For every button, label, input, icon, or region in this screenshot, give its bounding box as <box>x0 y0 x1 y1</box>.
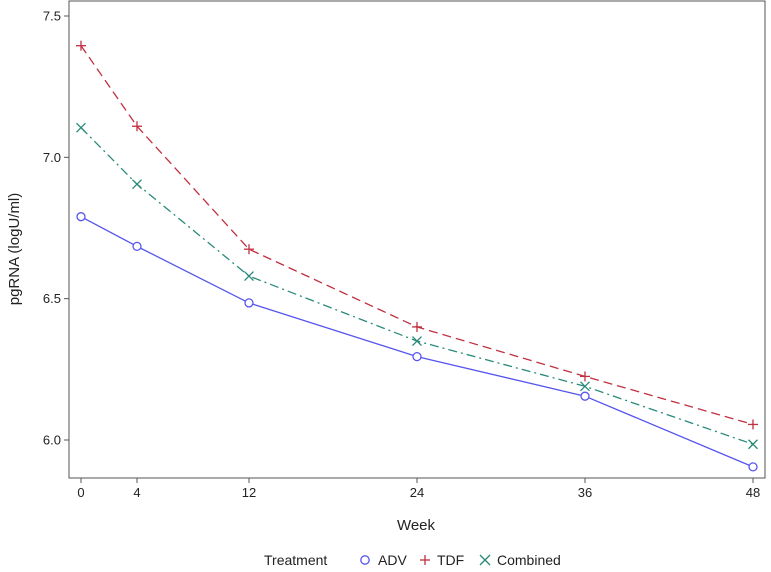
data-point-tdf <box>412 321 422 332</box>
x-axis-title: Week <box>397 517 436 534</box>
data-point-combined <box>748 439 758 450</box>
data-point-combined <box>580 381 590 392</box>
data-point-tdf <box>580 371 590 382</box>
data-point-tdf <box>76 40 86 51</box>
data-point-adv <box>244 298 254 308</box>
series-layer <box>76 40 758 472</box>
series-line-combined <box>80 127 754 445</box>
x-tick-label: 48 <box>746 485 760 500</box>
data-point-combined <box>412 336 422 347</box>
y-tick-label: 6.5 <box>43 291 61 306</box>
data-point-adv <box>748 462 758 472</box>
legend-combined-marker <box>479 554 491 566</box>
plot-area-frame <box>68 0 766 479</box>
legend-item-combined: Combined <box>479 552 561 568</box>
data-point-adv <box>132 241 142 252</box>
legend-combined-label: Combined <box>497 552 561 568</box>
legend-adv-marker <box>360 555 370 565</box>
series-line-tdf <box>80 45 754 426</box>
legend-adv-label: ADV <box>378 552 407 568</box>
x-tick-label: 4 <box>133 485 140 500</box>
data-point-combined <box>132 179 142 190</box>
y-tick-label: 7.5 <box>43 9 61 24</box>
x-tick-label: 12 <box>242 485 256 500</box>
data-point-adv <box>580 391 590 401</box>
data-point-adv <box>76 212 86 222</box>
y-axis: 6.0 6.5 7.0 7.5 <box>43 9 69 448</box>
y-tick-label: 7.0 <box>43 150 61 165</box>
y-axis-title: pgRNA (logU/ml) <box>6 193 23 306</box>
data-point-adv <box>412 351 422 362</box>
legend-tdf-label: TDF <box>437 552 464 568</box>
data-point-tdf <box>748 419 758 430</box>
legend-title: Treatment <box>264 552 327 568</box>
legend: Treatment ADV TDF Combined <box>264 552 561 568</box>
legend-item-tdf: TDF <box>420 552 464 568</box>
x-tick-label: 24 <box>410 485 424 500</box>
x-tick-label: 36 <box>578 485 592 500</box>
legend-tdf-marker <box>420 555 430 565</box>
legend-item-adv: ADV <box>360 552 407 568</box>
data-point-combined <box>244 271 254 282</box>
data-point-tdf <box>132 121 142 132</box>
y-tick-label: 6.0 <box>43 433 61 448</box>
x-tick-label: 0 <box>77 485 84 500</box>
data-point-tdf <box>244 244 254 255</box>
series-line-adv <box>80 216 754 468</box>
x-axis: 0 4 12 24 36 48 <box>77 478 760 500</box>
data-point-combined <box>76 122 86 133</box>
